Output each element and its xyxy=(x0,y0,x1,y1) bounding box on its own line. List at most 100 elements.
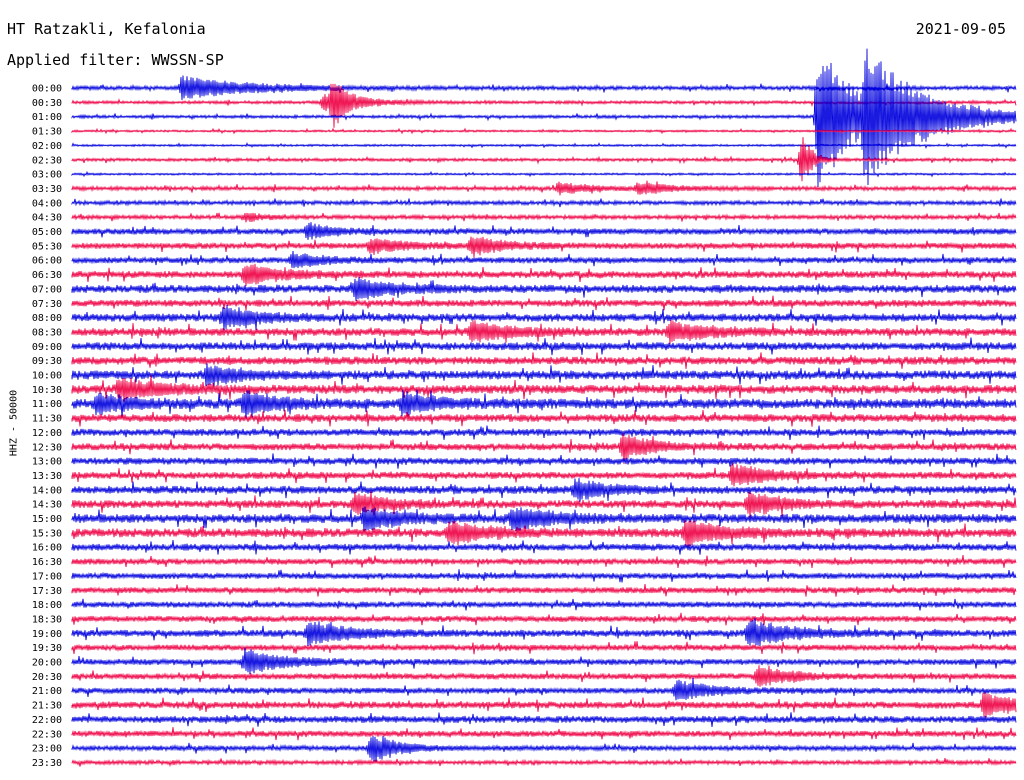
trace-line xyxy=(71,692,1017,718)
row-time-label: 00:30 xyxy=(32,98,62,109)
trace-line xyxy=(71,337,1017,356)
trace-line xyxy=(71,212,1017,223)
row-time-label: 23:00 xyxy=(32,744,62,755)
trace-line xyxy=(71,409,1017,427)
row-time-label: 07:00 xyxy=(32,284,62,295)
trace-line xyxy=(71,222,1017,240)
row-time-label: 04:00 xyxy=(32,198,62,209)
row-time-label: 05:00 xyxy=(32,227,62,238)
trace-line xyxy=(71,389,1017,421)
trace-line xyxy=(71,598,1017,611)
row-time-label: 21:00 xyxy=(32,686,62,697)
row-time-label: 12:00 xyxy=(32,428,62,439)
row-time-label: 17:30 xyxy=(32,586,62,597)
trace-line xyxy=(71,198,1017,208)
trace-line xyxy=(71,463,1017,487)
row-time-label: 16:00 xyxy=(32,543,62,554)
row-time-label: 16:30 xyxy=(32,557,62,568)
row-time-label: 11:00 xyxy=(32,399,62,410)
row-time-label: 13:30 xyxy=(32,471,62,482)
row-time-label: 18:00 xyxy=(32,600,62,611)
trace-line xyxy=(71,727,1017,741)
row-time-label: 20:00 xyxy=(32,658,62,669)
row-time-label: 14:30 xyxy=(32,500,62,511)
row-time-label: 09:30 xyxy=(32,356,62,367)
trace-line xyxy=(71,352,1017,369)
row-time-label: 05:30 xyxy=(32,241,62,252)
row-time-label: 01:00 xyxy=(32,112,62,123)
trace-line xyxy=(71,641,1017,655)
row-time-label: 02:30 xyxy=(32,155,62,166)
row-time-label: 02:00 xyxy=(32,141,62,152)
trace-line xyxy=(71,647,1017,675)
trace-line xyxy=(71,137,1017,182)
row-time-label: 21:30 xyxy=(32,701,62,712)
trace-line xyxy=(71,295,1017,311)
row-time-label: 12:30 xyxy=(32,442,62,453)
row-time-label: 07:30 xyxy=(32,299,62,310)
trace-line xyxy=(71,48,1017,187)
trace-line xyxy=(71,75,1017,101)
trace-line xyxy=(71,491,1017,518)
trace-line xyxy=(71,250,1017,269)
trace-line xyxy=(71,520,1017,548)
row-time-label: 14:00 xyxy=(32,485,62,496)
trace-line xyxy=(71,617,1017,647)
trace-line xyxy=(71,83,1017,128)
trace-line xyxy=(71,569,1017,583)
trace-line xyxy=(71,506,1017,532)
row-time-label: 20:30 xyxy=(32,672,62,683)
trace-line xyxy=(71,142,1017,150)
row-time-label: 22:00 xyxy=(32,715,62,726)
trace-line xyxy=(71,758,1017,768)
row-time-label: 10:00 xyxy=(32,371,62,382)
row-time-label: 22:30 xyxy=(32,729,62,740)
row-time-label: 15:00 xyxy=(32,514,62,525)
trace-line xyxy=(71,453,1017,469)
trace-line xyxy=(71,712,1017,727)
row-time-label: 19:00 xyxy=(32,629,62,640)
trace-line xyxy=(71,170,1017,178)
trace-line xyxy=(71,277,1017,302)
row-time-label: 08:00 xyxy=(32,313,62,324)
row-time-label: 06:30 xyxy=(32,270,62,281)
trace-line xyxy=(71,320,1017,345)
row-time-label: 17:00 xyxy=(32,571,62,582)
trace-line xyxy=(71,127,1017,135)
trace-line xyxy=(71,612,1017,626)
trace-line xyxy=(71,180,1017,196)
row-time-label: 00:00 xyxy=(32,84,62,95)
trace-line xyxy=(71,677,1017,701)
trace-line xyxy=(71,539,1017,555)
row-time-label: 10:30 xyxy=(32,385,62,396)
trace-line xyxy=(71,478,1017,502)
row-time-label: 23:30 xyxy=(32,758,62,769)
trace-line xyxy=(71,433,1017,465)
trace-line xyxy=(71,236,1017,258)
trace-line xyxy=(71,305,1017,331)
row-time-label: 06:00 xyxy=(32,256,62,267)
trace-line xyxy=(71,665,1017,687)
trace-line xyxy=(71,555,1017,569)
row-time-label: 08:30 xyxy=(32,327,62,338)
row-time-label: 11:30 xyxy=(32,414,62,425)
row-time-label: 15:30 xyxy=(32,528,62,539)
trace-line xyxy=(71,583,1017,597)
trace-line xyxy=(71,736,1017,763)
row-time-label: 04:30 xyxy=(32,213,62,224)
trace-line xyxy=(71,375,1017,402)
date-label: 2021-09-05 xyxy=(915,20,1006,38)
row-time-label: 13:00 xyxy=(32,457,62,468)
trace-line xyxy=(71,363,1017,387)
row-time-label: 19:30 xyxy=(32,643,62,654)
trace-line xyxy=(71,263,1017,287)
filter-label: Applied filter: WWSSN-SP xyxy=(7,51,224,69)
row-time-label: 09:00 xyxy=(32,342,62,353)
row-time-label: 03:30 xyxy=(32,184,62,195)
trace-line xyxy=(71,425,1017,441)
station-title: HT Ratzakli, Kefalonia xyxy=(7,20,206,38)
row-time-label: 18:30 xyxy=(32,614,62,625)
row-time-label: 03:00 xyxy=(32,170,62,181)
